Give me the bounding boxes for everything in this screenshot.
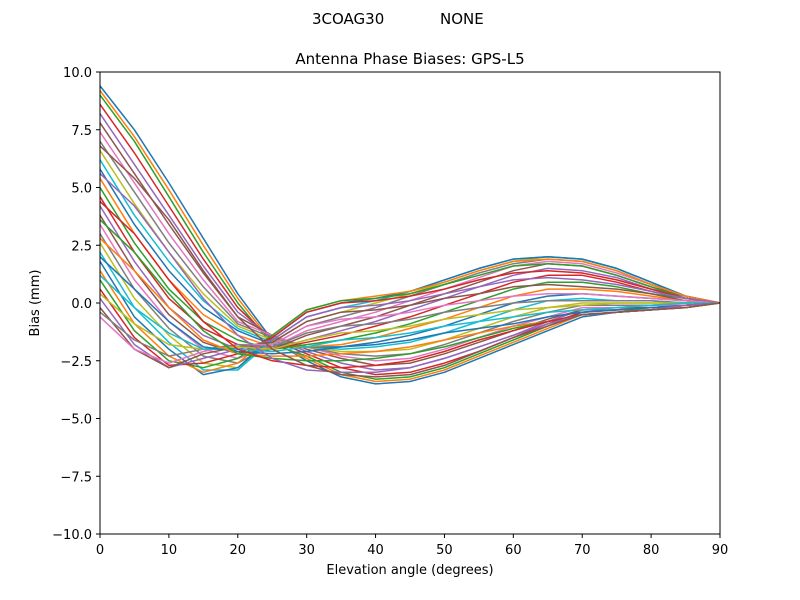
y-tick-label: −7.5 (60, 470, 92, 485)
series-line-az140 (99, 205, 721, 350)
suptitle-radome: NONE (440, 10, 484, 28)
y-axis-label: Bias (mm) (28, 270, 43, 337)
x-tick-label: 20 (230, 543, 247, 558)
x-tick-label: 40 (367, 543, 384, 558)
x-tick-label: 60 (505, 543, 522, 558)
y-tick-label: 2.5 (71, 239, 92, 254)
x-tick-label: 50 (436, 543, 453, 558)
x-tick-label: 90 (712, 543, 729, 558)
y-axis-ticks: −10.0 −7.5 −5.0 −2.5 0.0 2.5 5.0 7.5 10.0 (52, 66, 100, 543)
series-line-az290 (99, 274, 720, 353)
series-line-az240 (99, 276, 721, 369)
y-tick-label: 0.0 (71, 297, 92, 312)
series-line-az220 (99, 262, 721, 369)
x-tick-label: 10 (161, 543, 178, 558)
series-group (99, 85, 721, 385)
series-line-az230 (99, 269, 721, 367)
y-tick-label: −2.5 (60, 355, 92, 370)
series-line-az300 (99, 256, 721, 355)
x-tick-label: 70 (574, 543, 591, 558)
x-axis-ticks: 0 10 20 30 40 50 60 70 80 90 (96, 534, 728, 558)
series-line-az250 (99, 283, 721, 369)
x-axis-label: Elevation angle (degrees) (326, 563, 493, 578)
chart-title: Antenna Phase Biases: GPS-L5 (295, 50, 524, 68)
series-line-az130 (99, 196, 721, 350)
y-tick-label: 5.0 (71, 182, 92, 197)
y-tick-label: 10.0 (63, 66, 92, 81)
y-tick-label: −10.0 (52, 528, 92, 543)
suptitle-antenna: 3COAG30 (312, 10, 384, 28)
x-tick-label: 80 (643, 543, 660, 558)
series-line-az210 (99, 258, 721, 374)
series-line-az110 (99, 177, 721, 348)
y-tick-label: −5.0 (60, 413, 92, 428)
series-line-az260 (99, 293, 721, 364)
series-line-az350 (99, 145, 721, 378)
x-tick-label: 0 (96, 543, 104, 558)
x-tick-label: 30 (298, 543, 315, 558)
y-tick-label: 7.5 (71, 124, 92, 139)
